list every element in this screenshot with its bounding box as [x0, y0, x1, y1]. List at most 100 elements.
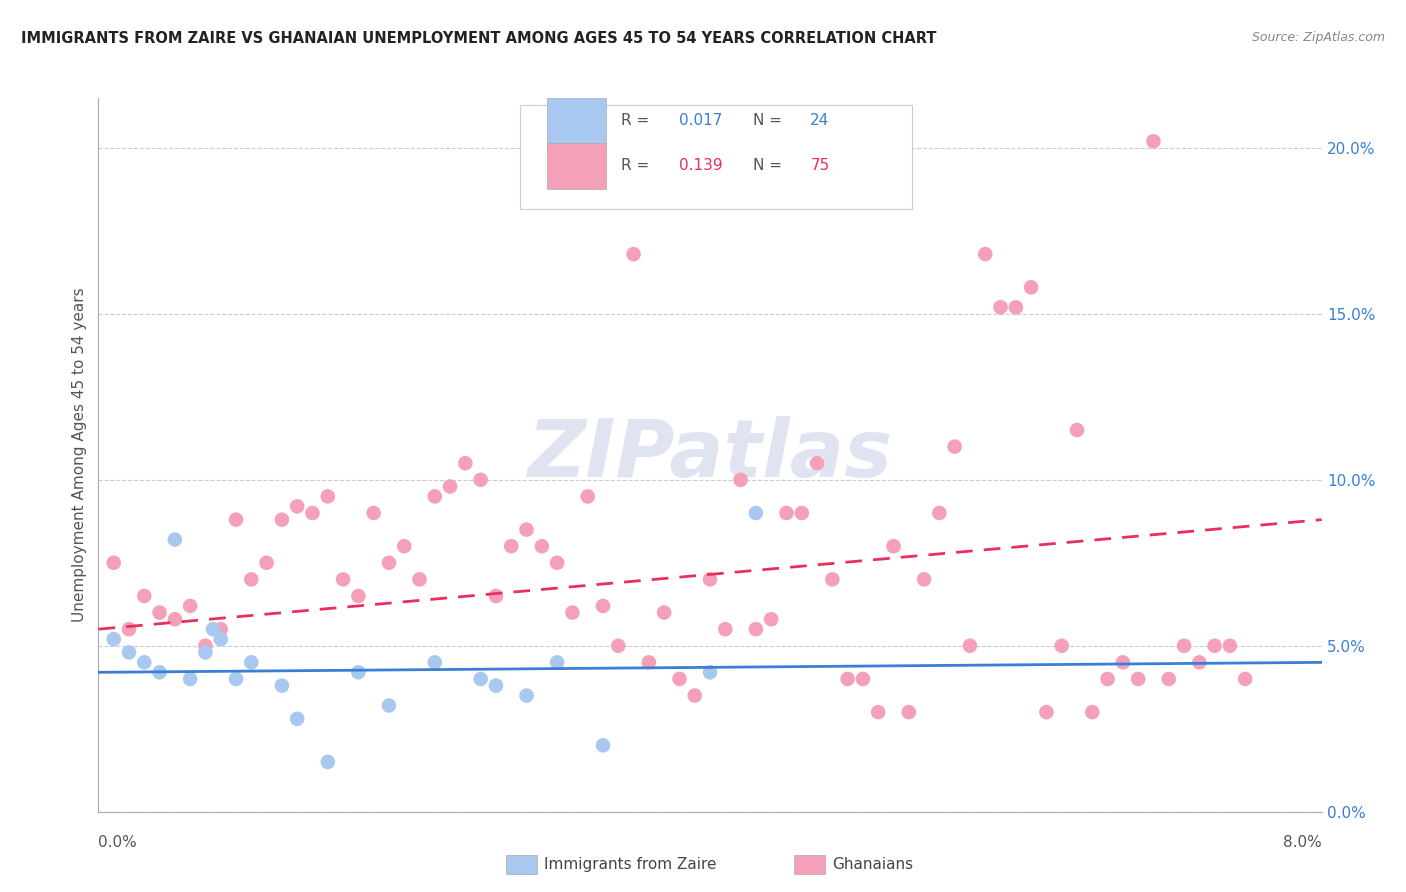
- Point: [347, 589, 370, 603]
- Point: [423, 490, 446, 504]
- Point: [209, 622, 232, 636]
- Point: [134, 589, 156, 603]
- Point: [470, 473, 492, 487]
- Point: [118, 622, 141, 636]
- Point: [256, 556, 278, 570]
- Point: [332, 573, 354, 587]
- Point: [347, 665, 370, 680]
- Point: [652, 606, 675, 620]
- Text: 24: 24: [810, 113, 830, 128]
- Point: [202, 622, 225, 636]
- Point: [561, 606, 583, 620]
- Point: [423, 656, 446, 670]
- Point: [103, 632, 125, 647]
- Point: [1035, 705, 1057, 719]
- Point: [592, 739, 614, 753]
- Point: [974, 247, 997, 261]
- FancyBboxPatch shape: [520, 105, 912, 209]
- Point: [501, 539, 523, 553]
- Point: [1234, 672, 1257, 686]
- Text: 0.139: 0.139: [679, 158, 723, 173]
- Point: [392, 539, 416, 553]
- Text: 75: 75: [810, 158, 830, 173]
- Point: [1050, 639, 1073, 653]
- Text: Ghanaians: Ghanaians: [832, 857, 914, 871]
- Point: [225, 672, 247, 686]
- Text: 0.0%: 0.0%: [98, 836, 138, 850]
- Point: [179, 599, 201, 613]
- Point: [285, 500, 308, 514]
- Point: [408, 573, 430, 587]
- Text: Source: ZipAtlas.com: Source: ZipAtlas.com: [1251, 31, 1385, 45]
- Point: [607, 639, 630, 653]
- Point: [745, 506, 768, 520]
- Point: [194, 639, 217, 653]
- Point: [683, 689, 706, 703]
- Point: [149, 606, 172, 620]
- Point: [378, 698, 401, 713]
- Point: [225, 513, 247, 527]
- Point: [730, 473, 752, 487]
- Point: [883, 539, 905, 553]
- Text: 0.017: 0.017: [679, 113, 723, 128]
- Point: [759, 612, 782, 626]
- Point: [1128, 672, 1150, 686]
- Point: [270, 679, 294, 693]
- Point: [546, 556, 568, 570]
- Point: [912, 573, 935, 587]
- Point: [316, 755, 339, 769]
- Point: [301, 506, 323, 520]
- Point: [668, 672, 690, 686]
- Point: [745, 622, 768, 636]
- Point: [1066, 423, 1088, 437]
- Text: R =: R =: [620, 113, 654, 128]
- Point: [378, 556, 401, 570]
- Point: [454, 456, 477, 470]
- Point: [179, 672, 201, 686]
- Point: [897, 705, 920, 719]
- Point: [363, 506, 385, 520]
- Point: [1019, 280, 1042, 294]
- Point: [806, 456, 828, 470]
- Point: [699, 573, 721, 587]
- Point: [714, 622, 737, 636]
- Point: [194, 645, 217, 659]
- Point: [637, 656, 661, 670]
- Point: [623, 247, 645, 261]
- Point: [990, 300, 1012, 314]
- Point: [837, 672, 859, 686]
- Y-axis label: Unemployment Among Ages 45 to 54 years: Unemployment Among Ages 45 to 54 years: [72, 287, 87, 623]
- Point: [530, 539, 553, 553]
- Point: [576, 490, 599, 504]
- Bar: [547, 98, 606, 145]
- Point: [928, 506, 950, 520]
- Point: [1173, 639, 1195, 653]
- Point: [516, 523, 538, 537]
- Point: [1219, 639, 1241, 653]
- Point: [285, 712, 308, 726]
- Point: [1157, 672, 1180, 686]
- Point: [852, 672, 875, 686]
- Point: [485, 679, 508, 693]
- Point: [118, 645, 141, 659]
- Point: [790, 506, 813, 520]
- Point: [592, 599, 614, 613]
- Point: [163, 612, 186, 626]
- Point: [470, 672, 492, 686]
- Point: [868, 705, 890, 719]
- Point: [439, 479, 461, 493]
- Point: [103, 556, 125, 570]
- Text: R =: R =: [620, 158, 654, 173]
- Point: [163, 533, 186, 547]
- Point: [516, 689, 538, 703]
- Point: [134, 656, 156, 670]
- Text: Immigrants from Zaire: Immigrants from Zaire: [544, 857, 717, 871]
- Point: [699, 665, 721, 680]
- Text: N =: N =: [752, 113, 787, 128]
- Point: [1112, 656, 1135, 670]
- Point: [316, 490, 339, 504]
- Point: [775, 506, 797, 520]
- Point: [485, 589, 508, 603]
- Text: IMMIGRANTS FROM ZAIRE VS GHANAIAN UNEMPLOYMENT AMONG AGES 45 TO 54 YEARS CORRELA: IMMIGRANTS FROM ZAIRE VS GHANAIAN UNEMPL…: [21, 31, 936, 46]
- Point: [240, 573, 263, 587]
